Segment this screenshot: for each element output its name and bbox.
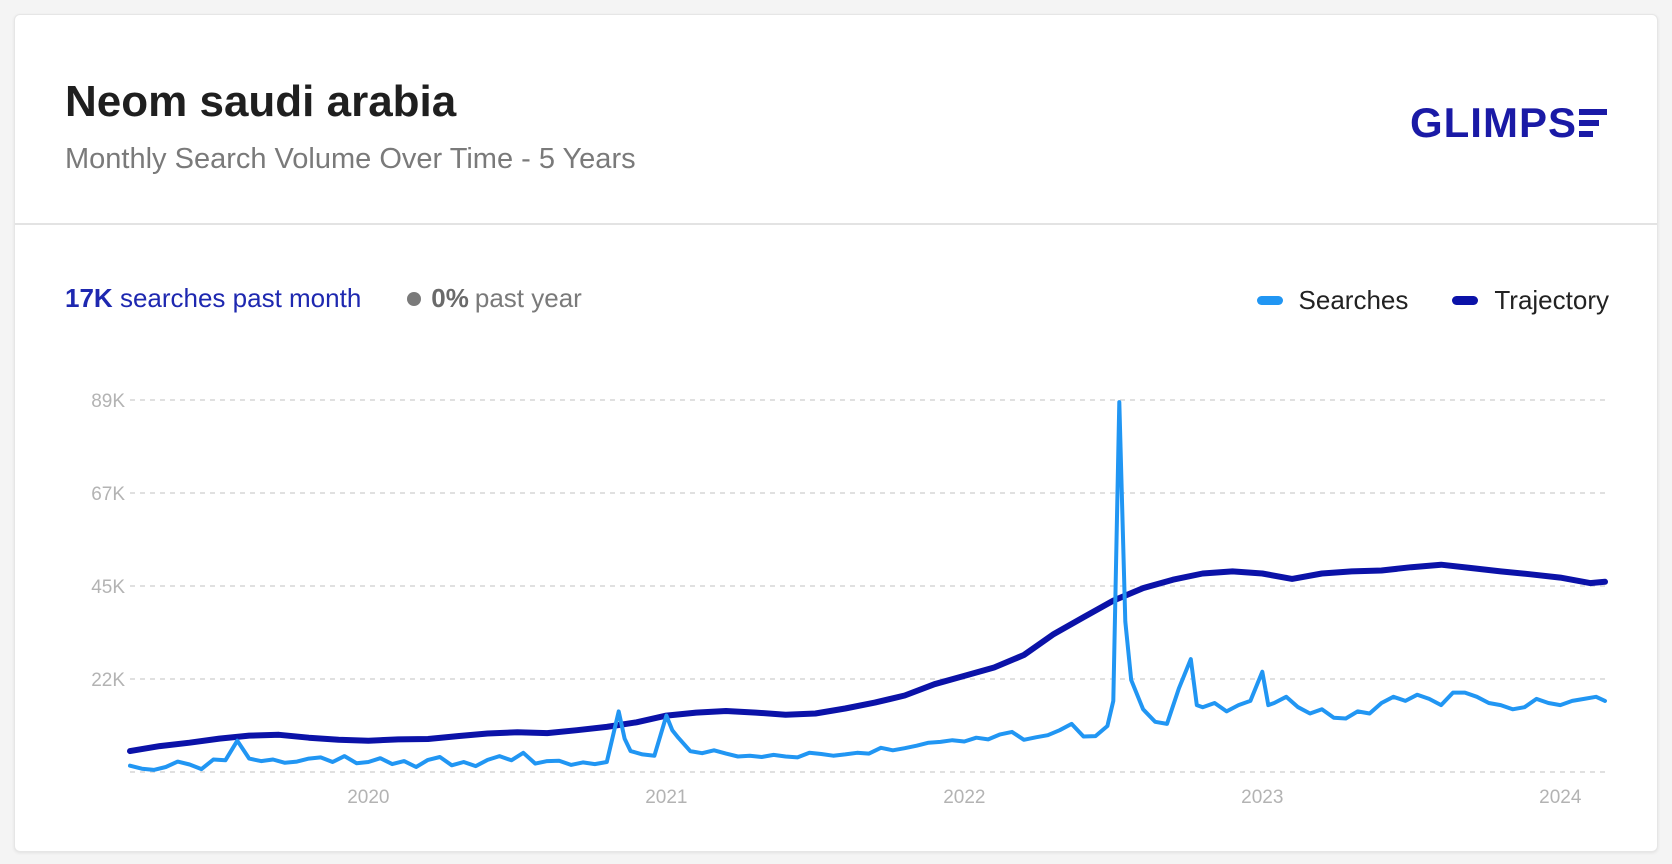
- trajectory-line: [127, 561, 1608, 755]
- chart-legend: Searches Trajectory: [1213, 285, 1609, 316]
- searches-line: [128, 400, 1607, 772]
- x-tick-label: 2024: [1539, 787, 1582, 808]
- y-tick-label: 45K: [91, 577, 125, 598]
- y-tick-label: 67K: [91, 484, 125, 505]
- logo-text: GLIMPS: [1409, 99, 1577, 146]
- x-tick-label: 2021: [645, 787, 687, 808]
- trajectory-swatch-icon: [1452, 296, 1479, 305]
- legend-label-searches: Searches: [1298, 285, 1409, 315]
- glimpse-logo[interactable]: GLIMPS: [1410, 99, 1609, 147]
- stats-row: 17K searches past month 0% past year: [65, 283, 582, 314]
- y-tick-label: 89K: [91, 391, 125, 412]
- y-tick-label: 22K: [91, 670, 125, 691]
- neutral-dot-icon: [407, 291, 422, 306]
- searches-text: searches past month: [119, 283, 362, 313]
- legend-label-trajectory: Trajectory: [1494, 285, 1609, 315]
- change-stat: 0% past year: [407, 283, 582, 314]
- legend-item-trajectory[interactable]: Trajectory: [1452, 285, 1609, 316]
- x-tick-label: 2023: [1241, 787, 1283, 808]
- x-tick-label: 2020: [347, 787, 389, 808]
- legend-item-searches[interactable]: Searches: [1256, 285, 1409, 316]
- x-tick-label: 2022: [943, 787, 985, 808]
- page-subtitle: Monthly Search Volume Over Time - 5 Year…: [65, 143, 636, 175]
- searches-value: 17K: [65, 283, 113, 313]
- change-text: past year: [474, 283, 582, 313]
- searches-stat: 17K searches past month: [65, 283, 361, 314]
- page-title: Neom saudi arabia: [65, 77, 457, 126]
- searches-swatch-icon: [1256, 296, 1283, 305]
- logo-e-mark-icon: [1579, 109, 1607, 137]
- change-value: 0%: [431, 283, 469, 313]
- card-header: Neom saudi arabia Monthly Search Volume …: [15, 15, 1657, 225]
